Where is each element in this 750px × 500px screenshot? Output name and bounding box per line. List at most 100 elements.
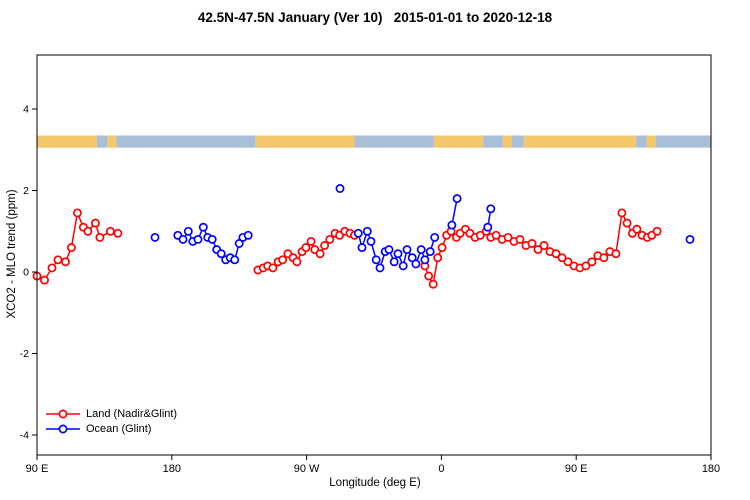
land-data-point xyxy=(315,249,325,259)
land-data-point xyxy=(268,263,278,273)
land-data-point xyxy=(599,253,609,263)
legend-item-land: Land (Nadir&Glint) xyxy=(44,406,177,421)
ocean-data-point xyxy=(384,245,394,255)
ocean-data-point xyxy=(452,194,462,204)
map-strip-segment-ocean xyxy=(511,135,524,148)
ocean-series xyxy=(150,184,695,273)
land-data-point xyxy=(66,243,76,253)
map-strip-segment-land xyxy=(433,135,484,148)
ocean-data-point xyxy=(243,230,253,240)
land-data-point xyxy=(113,228,123,238)
ocean-data-point xyxy=(234,239,244,248)
y-tick-label: -2 xyxy=(20,348,29,360)
y-tick-label: 0 xyxy=(23,267,29,279)
ocean-data-point xyxy=(425,247,435,257)
map-strip-segment-land xyxy=(107,135,117,148)
land-data-point xyxy=(95,232,105,242)
land-data-point xyxy=(527,239,537,248)
ocean-data-point xyxy=(183,226,193,236)
ocean-data-point xyxy=(193,234,203,244)
x-tick-label: 90 E xyxy=(565,463,588,475)
ocean-data-point xyxy=(407,253,417,263)
ocean-data-point xyxy=(420,255,430,265)
land-data-point xyxy=(433,253,443,263)
map-strip-segment-land xyxy=(646,135,656,148)
legend-label-ocean: Ocean (Glint) xyxy=(86,422,152,435)
ocean-data-point xyxy=(357,243,367,253)
y-tick-label: -4 xyxy=(20,430,29,442)
land-data-point xyxy=(475,230,485,240)
y-axis-label: XCO2 - MLO trend (ppm) xyxy=(6,189,18,319)
land-data-point xyxy=(90,218,100,228)
y-axis: -4 -2 0 2 4 xyxy=(20,104,37,442)
land-data-point xyxy=(105,226,115,236)
land-data-point xyxy=(278,255,288,265)
ocean-data-point xyxy=(402,245,412,255)
map-strip-segment-ocean xyxy=(354,135,434,148)
ocean-data-point xyxy=(371,255,381,265)
ocean-data-point xyxy=(207,234,217,244)
land-data-point xyxy=(503,232,513,242)
land-data-point xyxy=(320,241,330,250)
land-data-point xyxy=(652,226,662,236)
land-data-point xyxy=(491,230,501,240)
land-data-point xyxy=(292,257,302,267)
land-data-point xyxy=(428,279,438,289)
land-data-point xyxy=(515,234,525,244)
ocean-data-point xyxy=(398,261,408,271)
legend-item-ocean: Ocean (Glint) xyxy=(44,421,177,436)
ocean-data-point xyxy=(216,249,226,259)
land-data-point xyxy=(47,263,57,273)
land-data-point xyxy=(424,271,434,281)
legend-label-land: Land (Nadir&Glint) xyxy=(86,407,178,420)
ocean-data-point xyxy=(430,232,440,242)
chart-title: 42.5N-47.5N January (Ver 10) 2015-01-01 … xyxy=(197,10,553,25)
plot-border xyxy=(36,54,712,456)
x-axis-label: Longitude (deg E) xyxy=(329,477,421,489)
ocean-data-point xyxy=(393,249,403,259)
land-data-point xyxy=(40,275,49,285)
y-tick-label: 2 xyxy=(23,185,29,197)
land-data-point xyxy=(587,257,597,267)
ocean-data-point xyxy=(389,257,399,267)
ocean-data-point xyxy=(685,234,695,244)
land-data-point xyxy=(83,226,93,236)
x-tick-label: 90 E xyxy=(26,463,49,475)
land-data-point xyxy=(53,255,63,265)
land-data-point xyxy=(632,224,642,234)
land-data-point xyxy=(611,249,621,259)
ocean-series-symbol xyxy=(44,422,82,436)
land-data-point xyxy=(581,261,591,271)
land-data-point xyxy=(301,243,311,253)
ocean-data-point xyxy=(335,184,345,193)
land-data-point xyxy=(557,253,567,263)
land-data-point xyxy=(437,243,447,253)
map-strip-segment-land xyxy=(523,135,637,148)
ocean-data-point xyxy=(447,220,457,230)
ocean-data-point xyxy=(366,236,376,246)
land-data-point xyxy=(551,249,561,259)
ocean-data-point xyxy=(362,226,372,236)
ocean-data-point xyxy=(230,255,240,265)
ocean-data-point xyxy=(416,245,426,255)
land-data-point xyxy=(72,208,82,218)
map-strip-segment-land xyxy=(502,135,512,148)
land-data-point xyxy=(306,236,316,246)
x-axis: 90 E 180 90 W 0 90 E 180 xyxy=(26,455,720,475)
map-strip-segment-land xyxy=(255,135,355,148)
map-strip-segment-ocean xyxy=(116,135,256,148)
ocean-data-point xyxy=(150,232,160,242)
map-strip xyxy=(37,135,711,148)
ocean-data-point xyxy=(375,263,385,273)
land-data-point xyxy=(325,234,335,244)
x-tick-label: 180 xyxy=(702,463,720,475)
ocean-data-point xyxy=(483,222,493,232)
map-strip-segment-land xyxy=(37,135,97,148)
land-data-point xyxy=(539,241,549,250)
land-series-symbol xyxy=(44,407,82,421)
map-strip-segment-ocean xyxy=(96,135,108,148)
legend: Land (Nadir&Glint) Ocean (Glint) xyxy=(44,406,177,436)
ocean-data-point xyxy=(198,222,208,232)
land-data-point xyxy=(622,218,632,228)
